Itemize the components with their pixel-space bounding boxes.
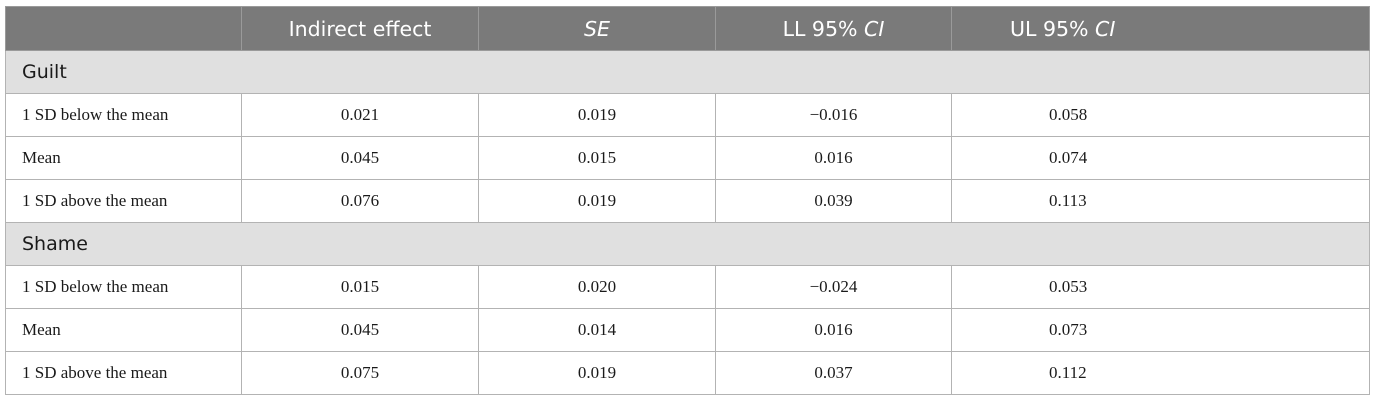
row-label: 1 SD below the mean xyxy=(5,93,242,137)
cell-indirect-effect: 0.015 xyxy=(241,265,479,309)
cell-ll-ci: 0.016 xyxy=(715,308,952,352)
row-label: Mean xyxy=(5,308,242,352)
cell-ul-ci: 0.058 xyxy=(951,93,1370,137)
cell-ul-ci: 0.113 xyxy=(951,179,1370,223)
cell-indirect-effect: 0.045 xyxy=(241,136,479,180)
cell-se: 0.019 xyxy=(478,93,716,137)
cell-ul-ci: 0.053 xyxy=(951,265,1370,309)
cell-ul-ci: 0.074 xyxy=(951,136,1370,180)
table-row: 1 SD above the mean 0.076 0.019 0.039 0.… xyxy=(5,179,1370,223)
results-table-container: Indirect effect SE LL 95% CI UL 95% CI G… xyxy=(5,6,1370,395)
header-se-text: SE xyxy=(584,16,610,41)
table-header: Indirect effect SE LL 95% CI UL 95% CI xyxy=(5,6,1370,51)
row-label: Mean xyxy=(5,136,242,180)
header-ul-prefix: UL 95% xyxy=(1010,16,1096,41)
row-label: 1 SD above the mean xyxy=(5,179,242,223)
table-row: Mean 0.045 0.014 0.016 0.073 xyxy=(5,308,1370,352)
group-row-guilt: Guilt xyxy=(5,50,1370,94)
row-label: 1 SD below the mean xyxy=(5,265,242,309)
header-ul-ci: UL 95% CI xyxy=(951,6,1370,51)
table-body: Guilt 1 SD below the mean 0.021 0.019 −0… xyxy=(5,50,1370,395)
cell-ll-ci: 0.016 xyxy=(715,136,952,180)
group-row-shame: Shame xyxy=(5,222,1370,266)
cell-ll-ci: 0.037 xyxy=(715,351,952,395)
cell-indirect-effect: 0.045 xyxy=(241,308,479,352)
header-se: SE xyxy=(478,6,716,51)
indirect-effects-table: Indirect effect SE LL 95% CI UL 95% CI G… xyxy=(5,6,1370,395)
cell-ll-ci: 0.039 xyxy=(715,179,952,223)
table-row: 1 SD above the mean 0.075 0.019 0.037 0.… xyxy=(5,351,1370,395)
header-empty-cell xyxy=(5,6,242,51)
cell-se: 0.014 xyxy=(478,308,716,352)
cell-se: 0.020 xyxy=(478,265,716,309)
header-row: Indirect effect SE LL 95% CI UL 95% CI xyxy=(5,6,1370,51)
cell-indirect-effect: 0.075 xyxy=(241,351,479,395)
cell-indirect-effect: 0.076 xyxy=(241,179,479,223)
group-label: Guilt xyxy=(5,50,1370,94)
header-ll-prefix: LL 95% xyxy=(782,16,865,41)
group-label: Shame xyxy=(5,222,1370,266)
table-row: 1 SD below the mean 0.021 0.019 −0.016 0… xyxy=(5,93,1370,137)
header-ul-ci-italic: CI xyxy=(1095,16,1116,41)
header-indirect-effect: Indirect effect xyxy=(241,6,479,51)
cell-se: 0.019 xyxy=(478,179,716,223)
cell-ll-ci: −0.016 xyxy=(715,93,952,137)
cell-se: 0.015 xyxy=(478,136,716,180)
cell-ul-ci: 0.112 xyxy=(951,351,1370,395)
row-label: 1 SD above the mean xyxy=(5,351,242,395)
table-row: Mean 0.045 0.015 0.016 0.074 xyxy=(5,136,1370,180)
cell-indirect-effect: 0.021 xyxy=(241,93,479,137)
cell-ul-ci: 0.073 xyxy=(951,308,1370,352)
cell-ll-ci: −0.024 xyxy=(715,265,952,309)
header-ll-ci: LL 95% CI xyxy=(715,6,952,51)
table-row: 1 SD below the mean 0.015 0.020 −0.024 0… xyxy=(5,265,1370,309)
header-ll-ci-italic: CI xyxy=(864,16,885,41)
cell-se: 0.019 xyxy=(478,351,716,395)
